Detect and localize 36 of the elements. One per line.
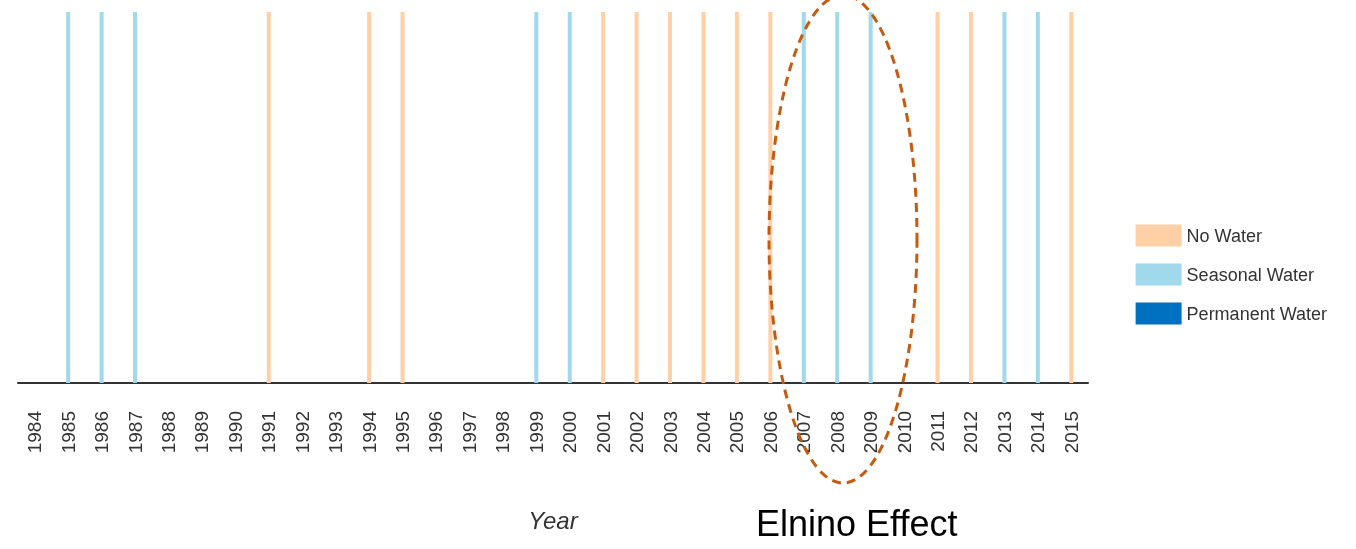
x-tick-label: 1985 (57, 411, 79, 454)
x-tick-label: 2005 (726, 411, 748, 454)
x-tick-label: 2002 (626, 411, 648, 454)
x-tick-label: 1998 (492, 411, 514, 454)
x-tick-label: 1987 (124, 411, 146, 454)
x-tick-label: 2011 (927, 411, 949, 452)
x-tick-label: 1996 (425, 411, 447, 454)
x-tick-label: 2008 (826, 411, 848, 454)
text: Elnino Effect (756, 502, 958, 544)
x-tick-label: 2009 (860, 411, 882, 454)
x-tick-label: 2006 (759, 411, 781, 454)
x-tick-label: 1999 (525, 411, 547, 454)
x-tick-label: 1993 (325, 411, 347, 454)
x-tick-label: 2010 (893, 411, 915, 454)
x-tick-label: 2012 (960, 411, 982, 454)
x-tick-label: 2004 (692, 410, 714, 454)
x-tick-label: 1994 (358, 410, 380, 454)
x-tick-label: 2003 (659, 411, 681, 454)
x-tick-label: 1989 (191, 411, 213, 454)
x-tick-label: 2000 (559, 411, 581, 454)
legend-label: No Water (1186, 225, 1262, 246)
x-axis-title: Year (528, 506, 579, 534)
x-tick-label: 1986 (91, 411, 113, 454)
x-tick-label: 2013 (993, 411, 1015, 454)
legend-label: Seasonal Water (1186, 264, 1315, 285)
x-tick-label: 1992 (291, 411, 313, 454)
x-tick-label: 2001 (592, 411, 614, 454)
x-tick-label: 2014 (1027, 410, 1049, 454)
x-tick-label: 1988 (157, 411, 179, 454)
x-tick-label: 1984 (24, 410, 46, 454)
x-tick-label: 1995 (392, 411, 414, 454)
x-tick-label: 2015 (1060, 411, 1082, 454)
x-tick-label: 1997 (458, 411, 480, 454)
x-tick-label: 1990 (224, 411, 246, 454)
x-tick-label: 1991 (258, 411, 280, 454)
legend-label: Permanent Water (1186, 303, 1328, 324)
